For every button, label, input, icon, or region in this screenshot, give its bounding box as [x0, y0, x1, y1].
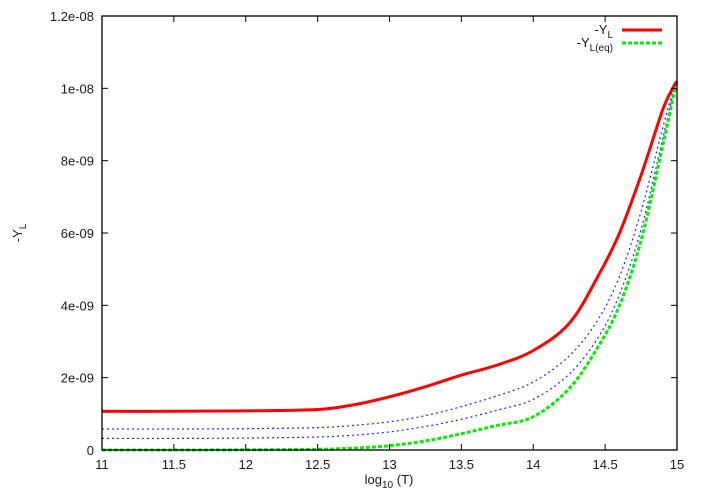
- x-tick-label: 11.5: [162, 457, 186, 472]
- x-tick-label: 14: [526, 457, 540, 472]
- y-axis-label: -YL: [10, 223, 29, 242]
- x-tick-label: 15: [670, 457, 684, 472]
- x-tick-label: 12: [239, 457, 253, 472]
- series-layer: [101, 80, 679, 452]
- x-tick-label: 12.5: [305, 457, 330, 472]
- x-axis-label: log10 (T): [365, 472, 414, 491]
- x-tick-label: 13.5: [449, 457, 474, 472]
- y-tick-label: 8e-09: [61, 154, 94, 169]
- series-line-intermediate-1: [101, 80, 678, 430]
- x-tick-label: 13: [382, 457, 396, 472]
- y-axis: 0 2e-09 4e-09 6e-09 8e-09 1e-08 1.2e-08: [50, 9, 677, 458]
- y-tick-label: 4e-09: [61, 298, 94, 313]
- series-line-intermediate-2: [101, 80, 678, 440]
- y-tick-label: 0: [87, 443, 94, 458]
- x-tick-label: 14.5: [592, 457, 617, 472]
- legend-label: -YL(eq): [577, 35, 613, 54]
- series-line--y-l: [101, 80, 679, 413]
- y-tick-label: 1.2e-08: [50, 9, 94, 24]
- plot-frame: [101, 15, 678, 451]
- series-line--y-l-eq-: [101, 80, 679, 452]
- x-tick-label: 11: [95, 457, 109, 472]
- y-tick-label: 6e-09: [61, 226, 94, 241]
- y-tick-label: 1e-08: [61, 81, 94, 96]
- x-axis: 11 11.5 12 12.5 13 13.5 14 14.5 15: [95, 16, 684, 472]
- legend: -YL-YL(eq): [577, 22, 662, 54]
- legend-label: -YL: [594, 22, 613, 41]
- y-tick-label: 2e-09: [61, 371, 94, 386]
